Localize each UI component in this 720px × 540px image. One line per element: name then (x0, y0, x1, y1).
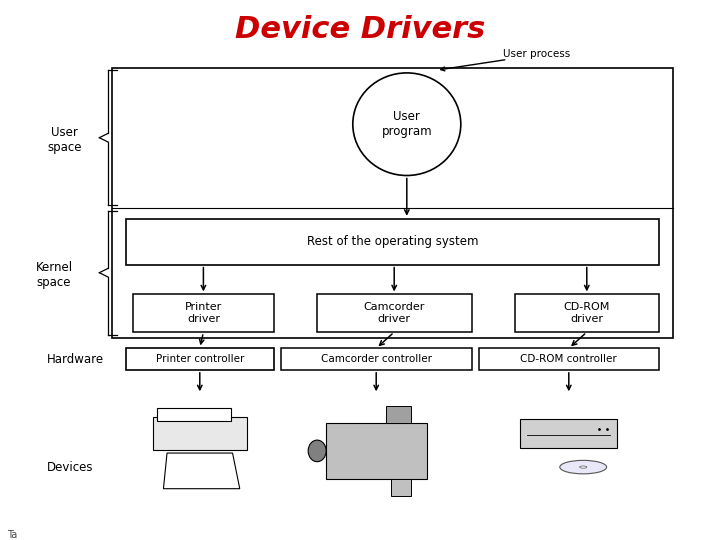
Text: Printer
driver: Printer driver (185, 302, 222, 324)
Bar (153, 417, 246, 450)
Bar (126, 348, 274, 370)
Text: CD-ROM
driver: CD-ROM driver (564, 302, 610, 324)
Bar (392, 480, 412, 496)
Bar (317, 294, 472, 332)
Text: Camcorder controller: Camcorder controller (320, 354, 432, 364)
Ellipse shape (580, 466, 587, 468)
Text: User
space: User space (48, 126, 82, 154)
Text: Printer controller: Printer controller (156, 354, 244, 364)
Text: Devices: Devices (47, 461, 94, 474)
Text: CD-ROM controller: CD-ROM controller (521, 354, 617, 364)
Polygon shape (163, 453, 240, 489)
Bar (126, 219, 659, 265)
Text: Device Drivers: Device Drivers (235, 15, 485, 44)
Text: Hardware: Hardware (47, 353, 104, 366)
Text: User
program: User program (382, 110, 432, 138)
Bar (156, 408, 232, 421)
Ellipse shape (353, 73, 461, 176)
Bar (479, 348, 659, 370)
Bar (325, 422, 426, 480)
Bar (521, 418, 618, 448)
Text: Rest of the operating system: Rest of the operating system (307, 235, 478, 248)
Bar (112, 68, 673, 338)
Bar (281, 348, 472, 370)
Text: User process: User process (503, 49, 570, 59)
Bar (515, 294, 659, 332)
Text: Camcorder
driver: Camcorder driver (364, 302, 425, 324)
Bar (133, 294, 274, 332)
Bar (386, 406, 412, 422)
Text: Kernel
space: Kernel space (35, 261, 73, 289)
Ellipse shape (308, 440, 326, 462)
Text: Ta: Ta (7, 530, 17, 539)
Ellipse shape (560, 460, 606, 474)
